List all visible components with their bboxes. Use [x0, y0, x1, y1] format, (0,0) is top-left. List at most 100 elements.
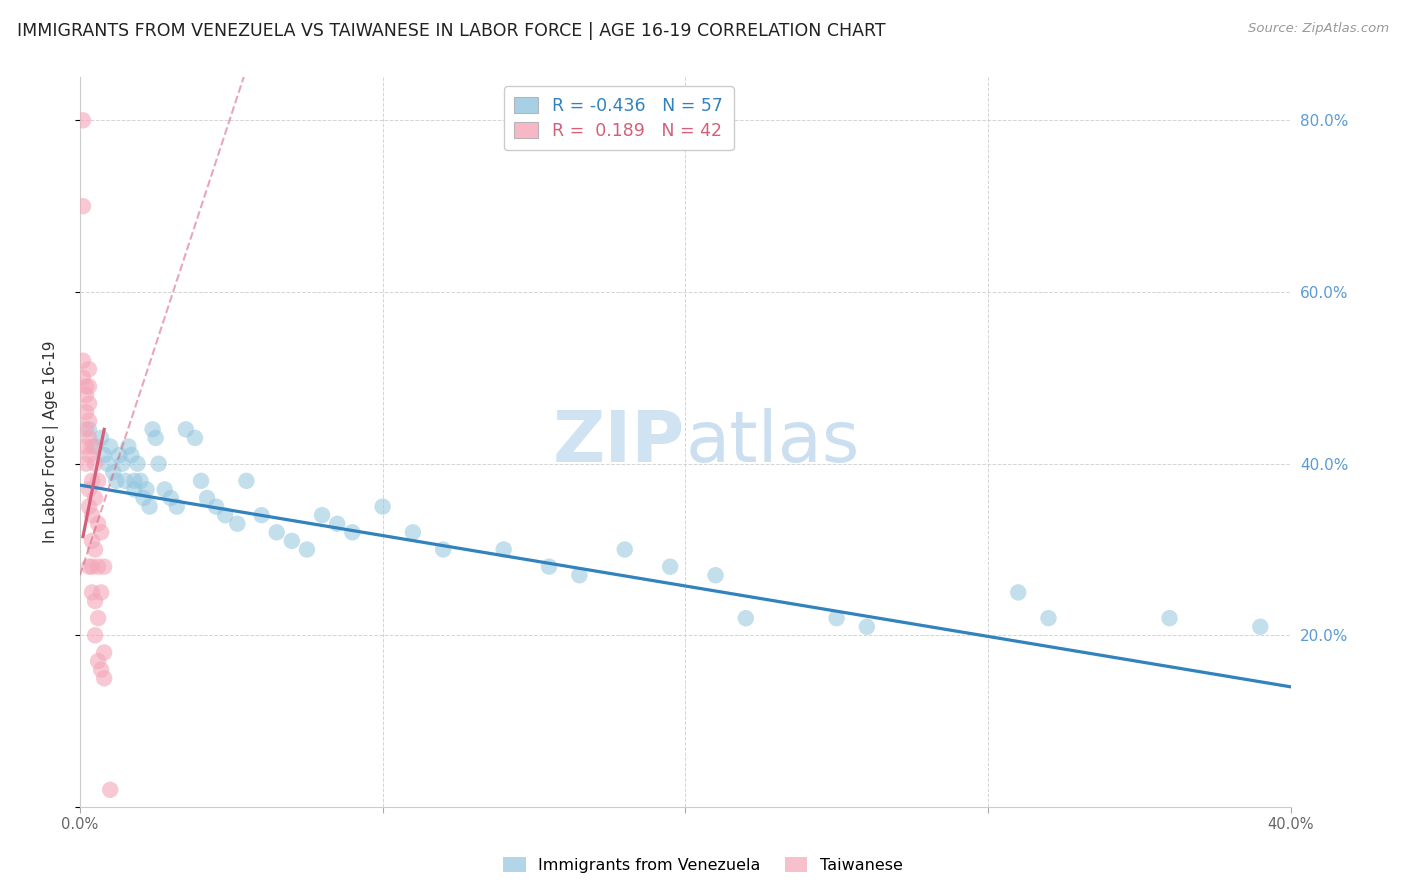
Point: [84, 440, 107, 454]
Point: [90, 585, 112, 599]
Point: [111, 457, 134, 471]
Legend: Immigrants from Venezuela, Taiwanese: Immigrants from Venezuela, Taiwanese: [496, 851, 910, 880]
Point: [114, 474, 136, 488]
Point: [226, 516, 249, 531]
Text: IMMIGRANTS FROM VENEZUELA VS TAIWANESE IN LABOR FORCE | AGE 16-19 CORRELATION CH: IMMIGRANTS FROM VENEZUELA VS TAIWANESE I…: [17, 22, 886, 40]
Point: [402, 525, 425, 540]
Point: [371, 500, 394, 514]
Point: [77, 448, 100, 462]
Point: [153, 483, 176, 497]
Point: [184, 431, 207, 445]
Point: [825, 611, 848, 625]
Point: [93, 671, 115, 685]
Point: [80, 559, 103, 574]
Text: ZIP: ZIP: [553, 408, 685, 476]
Legend: R = -0.436   N = 57, R =  0.189   N = 42: R = -0.436 N = 57, R = 0.189 N = 42: [503, 87, 734, 151]
Point: [93, 645, 115, 659]
Point: [1249, 620, 1271, 634]
Point: [75, 405, 97, 419]
Point: [77, 362, 100, 376]
Point: [93, 559, 115, 574]
Point: [138, 500, 160, 514]
Point: [538, 559, 561, 574]
Point: [93, 448, 115, 462]
Point: [72, 371, 94, 385]
Point: [250, 508, 273, 523]
Point: [77, 559, 100, 574]
Point: [77, 379, 100, 393]
Point: [135, 483, 157, 497]
Point: [132, 491, 155, 505]
Point: [326, 516, 349, 531]
Point: [80, 474, 103, 488]
Point: [84, 491, 107, 505]
Point: [84, 628, 107, 642]
Point: [704, 568, 727, 582]
Point: [174, 422, 197, 436]
Point: [117, 440, 139, 454]
Point: [75, 457, 97, 471]
Point: [108, 448, 131, 462]
Point: [87, 611, 110, 625]
Point: [195, 491, 218, 505]
Point: [90, 431, 112, 445]
Point: [80, 585, 103, 599]
Point: [856, 620, 879, 634]
Point: [80, 508, 103, 523]
Point: [142, 422, 165, 436]
Point: [84, 594, 107, 608]
Point: [77, 431, 100, 445]
Point: [98, 440, 121, 454]
Point: [77, 414, 100, 428]
Point: [235, 474, 257, 488]
Text: atlas: atlas: [685, 408, 859, 476]
Point: [98, 782, 121, 797]
Point: [103, 465, 125, 479]
Point: [84, 457, 107, 471]
Point: [80, 440, 103, 454]
Point: [96, 457, 118, 471]
Point: [342, 525, 364, 540]
Point: [124, 483, 146, 497]
Point: [72, 353, 94, 368]
Point: [613, 542, 636, 557]
Text: Source: ZipAtlas.com: Source: ZipAtlas.com: [1249, 22, 1389, 36]
Point: [77, 422, 100, 436]
Point: [90, 525, 112, 540]
Y-axis label: In Labor Force | Age 16-19: In Labor Force | Age 16-19: [44, 341, 59, 543]
Point: [734, 611, 756, 625]
Point: [90, 663, 112, 677]
Point: [148, 457, 170, 471]
Point: [145, 431, 167, 445]
Point: [281, 533, 304, 548]
Point: [75, 379, 97, 393]
Point: [72, 199, 94, 213]
Point: [80, 533, 103, 548]
Point: [266, 525, 288, 540]
Point: [432, 542, 454, 557]
Point: [72, 113, 94, 128]
Point: [105, 474, 128, 488]
Point: [87, 559, 110, 574]
Point: [1007, 585, 1029, 599]
Point: [159, 491, 181, 505]
Point: [87, 654, 110, 668]
Point: [127, 457, 149, 471]
Point: [205, 500, 228, 514]
Point: [77, 500, 100, 514]
Point: [124, 474, 146, 488]
Point: [120, 448, 142, 462]
Point: [492, 542, 515, 557]
Point: [166, 500, 188, 514]
Point: [77, 396, 100, 410]
Point: [568, 568, 591, 582]
Point: [77, 483, 100, 497]
Point: [311, 508, 333, 523]
Point: [1038, 611, 1060, 625]
Point: [1159, 611, 1181, 625]
Point: [214, 508, 236, 523]
Point: [75, 440, 97, 454]
Point: [129, 474, 152, 488]
Point: [659, 559, 682, 574]
Point: [295, 542, 318, 557]
